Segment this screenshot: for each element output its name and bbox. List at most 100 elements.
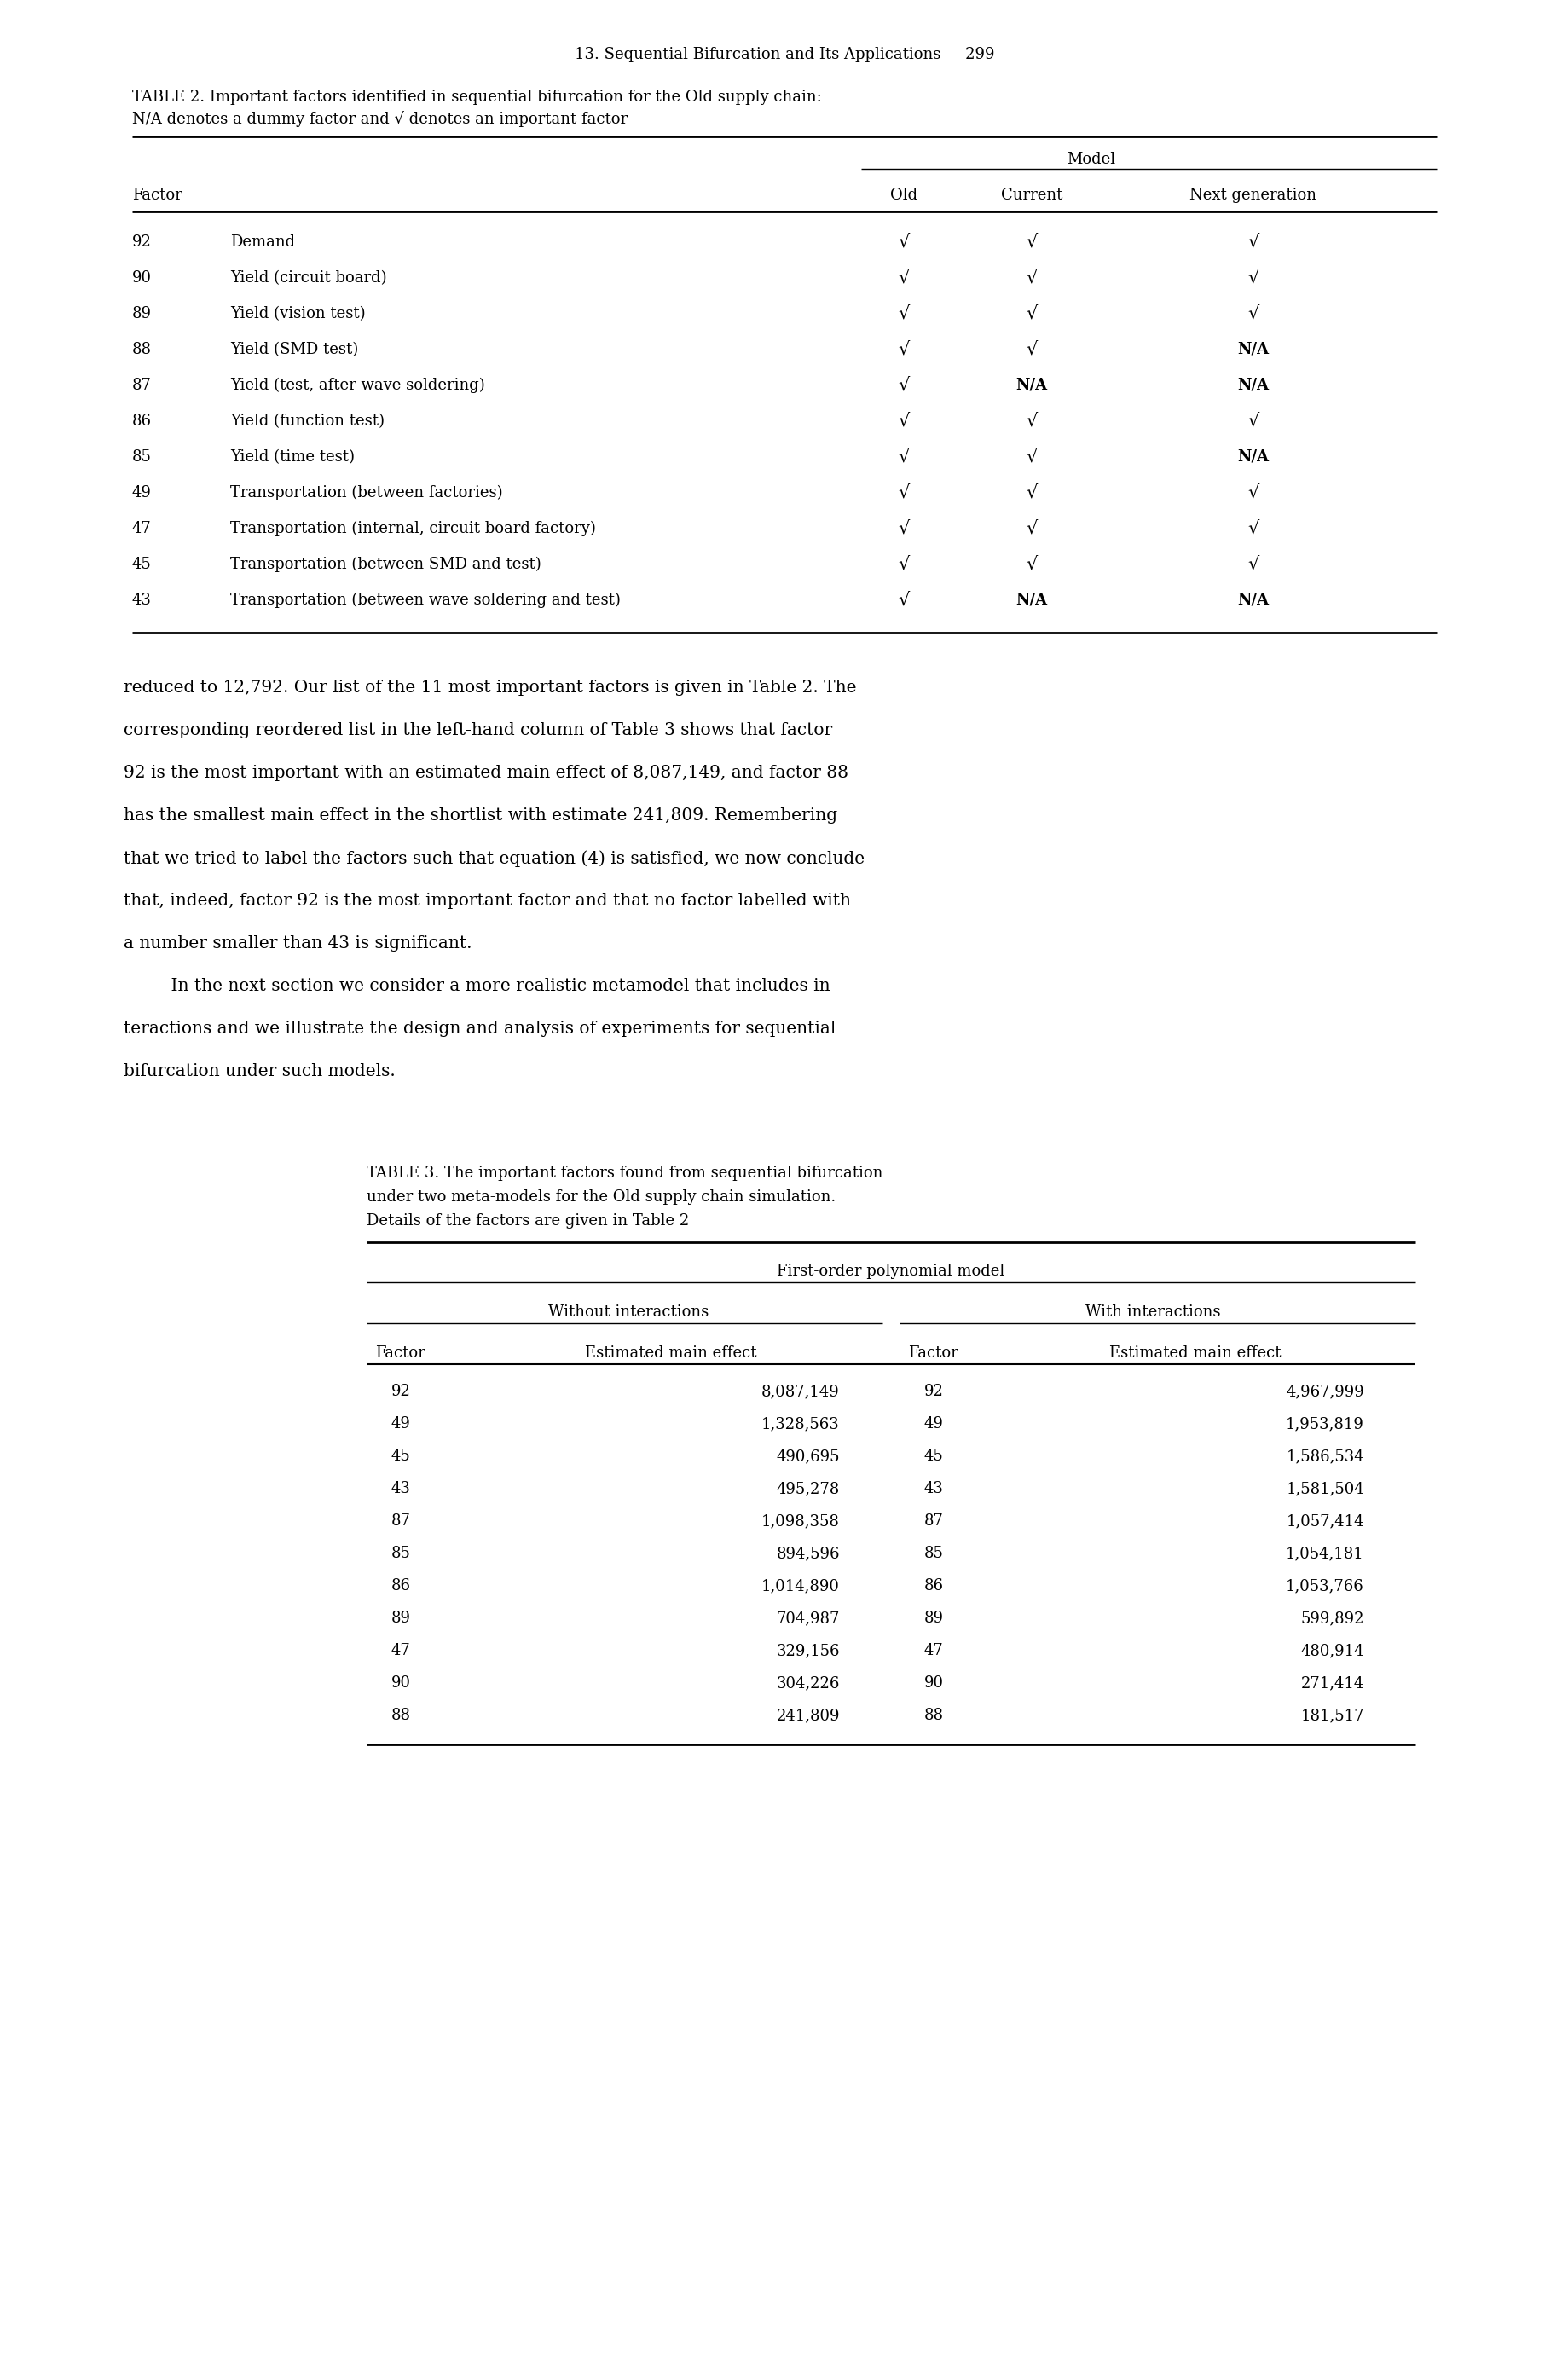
Text: TABLE 3. The important factors found from sequential bifurcation: TABLE 3. The important factors found fro… (367, 1166, 883, 1181)
Text: 181,517: 181,517 (1301, 1708, 1364, 1722)
Text: 92: 92 (390, 1384, 411, 1398)
Text: √: √ (1025, 414, 1038, 431)
Text: teractions and we illustrate the design and analysis of experiments for sequenti: teractions and we illustrate the design … (124, 1020, 836, 1036)
Text: √: √ (898, 485, 909, 502)
Text: 43: 43 (924, 1481, 944, 1495)
Text: 89: 89 (132, 305, 152, 322)
Text: 1,053,766: 1,053,766 (1286, 1578, 1364, 1595)
Text: TABLE 2. Important factors identified in sequential bifurcation for the Old supp: TABLE 2. Important factors identified in… (132, 90, 822, 104)
Text: 43: 43 (132, 592, 152, 608)
Text: 4,967,999: 4,967,999 (1286, 1384, 1364, 1398)
Text: Yield (SMD test): Yield (SMD test) (230, 343, 359, 357)
Text: 1,054,181: 1,054,181 (1286, 1545, 1364, 1562)
Text: Model: Model (1066, 151, 1116, 168)
Text: 90: 90 (390, 1675, 411, 1692)
Text: 85: 85 (390, 1545, 411, 1562)
Text: 49: 49 (132, 485, 152, 502)
Text: 1,014,890: 1,014,890 (762, 1578, 840, 1595)
Text: 8,087,149: 8,087,149 (762, 1384, 840, 1398)
Text: 47: 47 (132, 521, 152, 537)
Text: 1,328,563: 1,328,563 (762, 1417, 840, 1431)
Text: 45: 45 (390, 1448, 411, 1465)
Text: N/A denotes a dummy factor and √ denotes an important factor: N/A denotes a dummy factor and √ denotes… (132, 111, 627, 128)
Text: With interactions: With interactions (1085, 1304, 1220, 1320)
Text: Factor: Factor (132, 187, 182, 203)
Text: 86: 86 (390, 1578, 411, 1595)
Text: 47: 47 (924, 1642, 944, 1659)
Text: √: √ (1248, 305, 1259, 322)
Text: 45: 45 (924, 1448, 944, 1465)
Text: √: √ (898, 305, 909, 322)
Text: √: √ (1025, 305, 1038, 322)
Text: 704,987: 704,987 (776, 1611, 840, 1625)
Text: has the smallest main effect in the shortlist with estimate 241,809. Remembering: has the smallest main effect in the shor… (124, 807, 837, 823)
Text: 13. Sequential Bifurcation and Its Applications     299: 13. Sequential Bifurcation and Its Appli… (574, 47, 994, 62)
Text: N/A: N/A (1237, 379, 1269, 393)
Text: bifurcation under such models.: bifurcation under such models. (124, 1062, 395, 1079)
Text: √: √ (898, 592, 909, 608)
Text: Transportation (between wave soldering and test): Transportation (between wave soldering a… (230, 592, 621, 608)
Text: 599,892: 599,892 (1301, 1611, 1364, 1625)
Text: 85: 85 (132, 450, 152, 464)
Text: √: √ (1248, 270, 1259, 286)
Text: 1,586,534: 1,586,534 (1286, 1448, 1364, 1465)
Text: 89: 89 (924, 1611, 944, 1625)
Text: N/A: N/A (1237, 450, 1269, 464)
Text: 45: 45 (132, 556, 152, 573)
Text: 92 is the most important with an estimated main effect of 8,087,149, and factor : 92 is the most important with an estimat… (124, 764, 848, 781)
Text: 1,581,504: 1,581,504 (1286, 1481, 1364, 1495)
Text: 92: 92 (924, 1384, 944, 1398)
Text: √: √ (1025, 343, 1038, 357)
Text: 304,226: 304,226 (776, 1675, 840, 1692)
Text: 89: 89 (390, 1611, 411, 1625)
Text: √: √ (1025, 521, 1038, 537)
Text: 43: 43 (390, 1481, 411, 1495)
Text: First-order polynomial model: First-order polynomial model (778, 1263, 1005, 1280)
Text: Transportation (between factories): Transportation (between factories) (230, 485, 503, 502)
Text: Old: Old (891, 187, 917, 203)
Text: 87: 87 (390, 1514, 411, 1528)
Text: √: √ (1025, 270, 1038, 286)
Text: that, indeed, factor 92 is the most important factor and that no factor labelled: that, indeed, factor 92 is the most impo… (124, 892, 851, 909)
Text: N/A: N/A (1016, 592, 1047, 608)
Text: 86: 86 (924, 1578, 944, 1595)
Text: Factor: Factor (908, 1346, 958, 1360)
Text: Next generation: Next generation (1190, 187, 1317, 203)
Text: 894,596: 894,596 (776, 1545, 840, 1562)
Text: √: √ (1248, 234, 1259, 251)
Text: 90: 90 (132, 270, 152, 286)
Text: 88: 88 (132, 343, 152, 357)
Text: √: √ (1025, 450, 1038, 466)
Text: corresponding reordered list in the left-hand column of Table 3 shows that facto: corresponding reordered list in the left… (124, 722, 833, 738)
Text: 92: 92 (132, 234, 152, 251)
Text: 88: 88 (924, 1708, 944, 1722)
Text: Details of the factors are given in Table 2: Details of the factors are given in Tabl… (367, 1214, 690, 1228)
Text: 1,098,358: 1,098,358 (762, 1514, 840, 1528)
Text: 480,914: 480,914 (1301, 1642, 1364, 1659)
Text: √: √ (898, 414, 909, 431)
Text: √: √ (1248, 556, 1259, 573)
Text: 85: 85 (924, 1545, 944, 1562)
Text: In the next section we consider a more realistic metamodel that includes in-: In the next section we consider a more r… (149, 977, 836, 994)
Text: under two meta-models for the Old supply chain simulation.: under two meta-models for the Old supply… (367, 1190, 836, 1204)
Text: Demand: Demand (230, 234, 295, 251)
Text: 241,809: 241,809 (776, 1708, 840, 1722)
Text: a number smaller than 43 is significant.: a number smaller than 43 is significant. (124, 935, 472, 951)
Text: Yield (vision test): Yield (vision test) (230, 305, 365, 322)
Text: 495,278: 495,278 (776, 1481, 840, 1495)
Text: 49: 49 (924, 1417, 944, 1431)
Text: Yield (time test): Yield (time test) (230, 450, 354, 464)
Text: 1,057,414: 1,057,414 (1286, 1514, 1364, 1528)
Text: 86: 86 (132, 414, 152, 428)
Text: Transportation (internal, circuit board factory): Transportation (internal, circuit board … (230, 521, 596, 537)
Text: Yield (test, after wave soldering): Yield (test, after wave soldering) (230, 379, 485, 393)
Text: √: √ (1248, 414, 1259, 431)
Text: 88: 88 (390, 1708, 411, 1722)
Text: that we tried to label the factors such that equation (4) is satisfied, we now c: that we tried to label the factors such … (124, 849, 864, 866)
Text: 271,414: 271,414 (1301, 1675, 1364, 1692)
Text: reduced to 12,792. Our list of the 11 most important factors is given in Table 2: reduced to 12,792. Our list of the 11 mo… (124, 679, 856, 696)
Text: 490,695: 490,695 (776, 1448, 840, 1465)
Text: √: √ (1025, 485, 1038, 502)
Text: 47: 47 (390, 1642, 411, 1659)
Text: Without interactions: Without interactions (549, 1304, 709, 1320)
